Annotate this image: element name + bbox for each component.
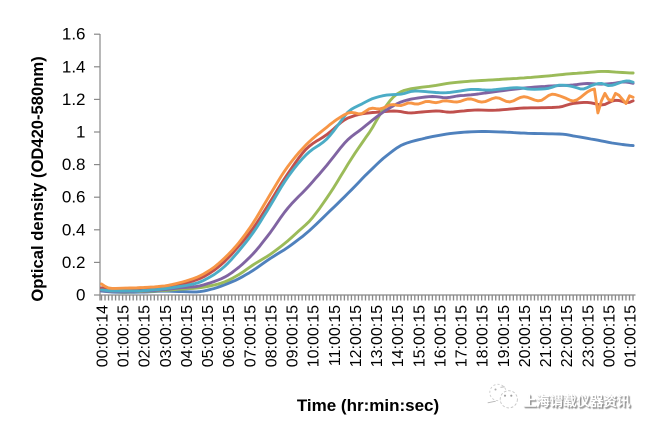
svg-text:09:00:15: 09:00:15 (285, 305, 302, 367)
svg-text:00:00:14: 00:00:14 (95, 305, 112, 367)
svg-text:0.2: 0.2 (62, 253, 86, 272)
svg-text:06:00:15: 06:00:15 (221, 305, 238, 367)
svg-text:01:00:15: 01:00:15 (116, 305, 133, 367)
svg-text:15:00:15: 15:00:15 (411, 305, 428, 367)
svg-text:1.6: 1.6 (62, 25, 86, 44)
svg-text:0.8: 0.8 (62, 155, 86, 174)
svg-text:20:00:15: 20:00:15 (517, 305, 534, 367)
svg-text:14:00:15: 14:00:15 (390, 305, 407, 367)
svg-text:Optical density (OD420-580nm): Optical density (OD420-580nm) (28, 56, 47, 301)
svg-text:10:00:15: 10:00:15 (306, 305, 323, 367)
svg-text:04:00:15: 04:00:15 (179, 305, 196, 367)
svg-text:11:00:15: 11:00:15 (327, 305, 344, 366)
svg-text:22:00:15: 22:00:15 (559, 305, 576, 367)
svg-text:07:00:15: 07:00:15 (242, 305, 259, 367)
svg-text:17:00:15: 17:00:15 (454, 305, 471, 367)
svg-text:02:00:15: 02:00:15 (137, 305, 154, 367)
svg-text:23:00:15: 23:00:15 (580, 305, 597, 367)
svg-text:0.4: 0.4 (62, 220, 86, 239)
svg-text:1.4: 1.4 (62, 57, 86, 76)
svg-text:0.6: 0.6 (62, 188, 86, 207)
svg-text:08:00:15: 08:00:15 (264, 305, 281, 367)
svg-text:Time (hr:min:sec): Time (hr:min:sec) (297, 396, 439, 415)
svg-text:21:00:15: 21:00:15 (538, 305, 555, 367)
svg-text:01:00:15: 01:00:15 (623, 305, 640, 367)
svg-text:19:00:15: 19:00:15 (496, 305, 513, 367)
svg-text:18:00:15: 18:00:15 (475, 305, 492, 367)
svg-text:1: 1 (76, 123, 85, 142)
svg-text:13:00:15: 13:00:15 (369, 305, 386, 367)
svg-text:16:00:15: 16:00:15 (432, 305, 449, 367)
svg-text:0: 0 (76, 286, 85, 305)
svg-text:05:00:15: 05:00:15 (200, 305, 217, 367)
svg-text:1.2: 1.2 (62, 90, 86, 109)
svg-text:03:00:15: 03:00:15 (158, 305, 175, 367)
svg-text:00:00:15: 00:00:15 (601, 305, 618, 367)
svg-text:12:00:15: 12:00:15 (348, 305, 365, 367)
